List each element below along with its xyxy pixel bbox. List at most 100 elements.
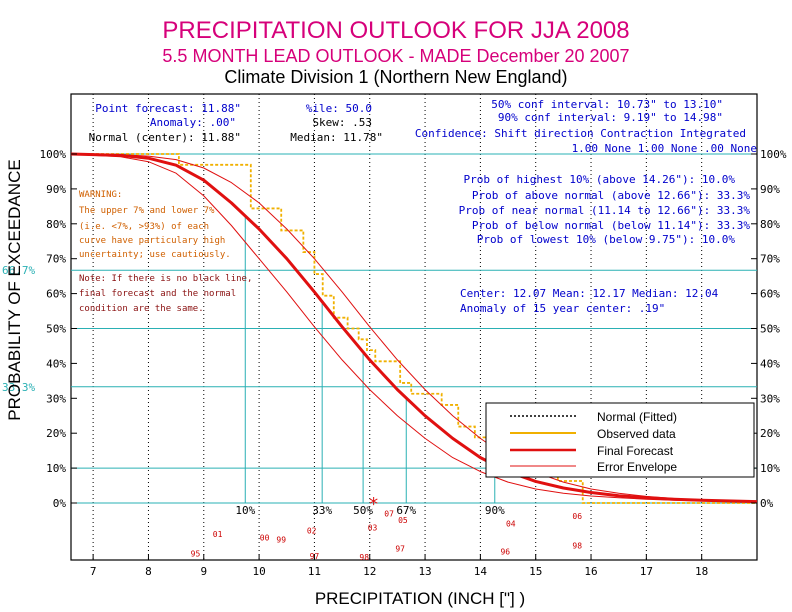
center-stats-block: Center: 12.07 Mean: 12.17 Median: 12.04 …	[460, 287, 719, 315]
year-label: 03	[368, 524, 378, 533]
y-tick-label-left: 50%	[46, 323, 66, 336]
stats-right-block: 50% conf interval: 10.73" to 13.10" 90% …	[415, 98, 757, 155]
error-envelope-lower	[70, 153, 758, 503]
year-label: 97	[395, 545, 405, 554]
year-label: 98	[572, 542, 582, 551]
year-label: 97	[310, 552, 320, 561]
year-label: 01	[213, 530, 223, 539]
legend-observed-label: Observed data	[597, 427, 676, 441]
anomaly-text: Anomaly: .00"	[150, 116, 236, 129]
note-line: Note: If there is no black line,	[79, 274, 252, 284]
year-label: 05	[398, 516, 408, 525]
year-label: 02	[307, 527, 317, 536]
y-tick-label-left: 90%	[46, 183, 66, 196]
percentile-text: %ile: 50.0	[306, 102, 372, 115]
year-label: 00	[260, 534, 270, 543]
legend-envelope-label: Error Envelope	[597, 460, 677, 474]
percentile-marker-label: 90%	[485, 504, 505, 517]
y-tick-label-right: 0%	[760, 497, 774, 510]
prob-lowest-10: Prob of lowest 10% (below 9.75"): 10.0%	[477, 233, 736, 246]
x-tick-label: 7	[90, 565, 97, 578]
confidence-header-text: Confidence: Shift direction Contraction …	[415, 127, 746, 140]
warning-line: uncertainty; use cautiously.	[79, 250, 231, 260]
y-tick-label-left: 40%	[46, 357, 66, 370]
warning-block: WARNING: The upper 7% and lower 7% (i.e.…	[79, 190, 231, 260]
x-tick-label: 12	[363, 565, 376, 578]
y-tick-label-left: 30%	[46, 392, 66, 405]
y-tick-label-right: 80%	[760, 218, 780, 231]
warning-line: The upper 7% and lower 7%	[79, 206, 215, 216]
skew-text: Skew: .53	[312, 116, 372, 129]
reference-label: 33.3%	[2, 381, 35, 394]
reference-label: 66.7%	[2, 264, 35, 277]
x-tick-label: 11	[308, 565, 321, 578]
percentile-marker-label: 10%	[235, 504, 255, 517]
y-tick-label-left: 0%	[53, 497, 67, 510]
axes-layer: 0% 0% 10% 10% 20% 20% 30% 30% 40% 40% 50% 50% 60% 60%…	[40, 148, 787, 578]
x-tick-label: 18	[695, 565, 708, 578]
legend-normal-label: Normal (Fitted)	[597, 410, 677, 424]
final-forecast-curve	[70, 152, 758, 504]
y-tick-label-left: 20%	[46, 427, 66, 440]
percentile-marker-label: 33%	[312, 504, 332, 517]
x-tick-label: 15	[529, 565, 542, 578]
y-axis-title: PROBABILITY OF EXCEEDANCE	[5, 159, 24, 420]
note-line: final forecast and the normal	[79, 289, 236, 299]
normal-center-text: Normal (center): 11.88"	[89, 131, 241, 144]
year-label: 07	[384, 510, 394, 519]
chart-title: PRECIPITATION OUTLOOK FOR JJA 2008	[162, 17, 629, 44]
year-label: 96	[500, 547, 510, 556]
error-envelope-upper	[70, 153, 758, 503]
y-tick-label-left: 60%	[46, 288, 66, 301]
chart-subtitle: 5.5 MONTH LEAD OUTLOOK - MADE December 2…	[162, 46, 629, 66]
percentile-marker-label: 50%	[353, 504, 373, 517]
legend-final-label: Final Forecast	[597, 444, 674, 458]
y-tick-label-left: 70%	[46, 253, 66, 266]
x-tick-label: 10	[252, 565, 265, 578]
x-tick-label: 16	[584, 565, 597, 578]
warning-line: (i.e. <7%, >93%) of each	[79, 222, 209, 232]
y-tick-label-left: 80%	[46, 218, 66, 231]
y-tick-label-right: 40%	[760, 357, 780, 370]
point-forecast-text: Point forecast: 11.88"	[95, 102, 241, 115]
prob-below-normal: Prob of below normal (below 11.14"): 33.…	[472, 219, 751, 232]
warning-line: curve have particulary high	[79, 236, 225, 246]
x-axis-title: PRECIPITATION (INCH ["] )	[315, 589, 525, 608]
percentile-marker-label: 67%	[396, 504, 416, 517]
division-label: Climate Division 1 (Northern New England…	[224, 67, 567, 87]
x-tick-label: 8	[145, 565, 152, 578]
conf-90-text: 90% conf interval: 9.19" to 14.98"	[498, 111, 723, 124]
y-tick-label-right: 60%	[760, 288, 780, 301]
curves-layer	[70, 152, 758, 504]
warning-line: WARNING:	[79, 190, 122, 200]
center-mean-median: Center: 12.07 Mean: 12.17 Median: 12.04	[460, 287, 719, 300]
median-text: Median: 11.78"	[290, 131, 383, 144]
y-tick-label-right: 30%	[760, 392, 780, 405]
y-tick-label-right: 100%	[760, 148, 787, 161]
y-tick-label-right: 20%	[760, 427, 780, 440]
year-label: 95	[191, 549, 201, 558]
year-label: 98	[359, 553, 369, 562]
probability-block: Prob of highest 10% (above 14.26"): 10.0…	[459, 173, 751, 246]
prob-near-normal: Prob of near normal (11.14 to 12.66"): 3…	[459, 204, 751, 217]
stats-left-block: Point forecast: 11.88" Anomaly: .00" Nor…	[89, 102, 241, 144]
note-line: condition are the same.	[79, 304, 204, 314]
point-forecast-marker: *	[369, 494, 378, 515]
prob-highest-10: Prob of highest 10% (above 14.26"): 10.0…	[463, 173, 735, 186]
y-tick-label-left: 100%	[40, 148, 67, 161]
year-label: 99	[276, 535, 286, 544]
x-tick-label: 13	[418, 565, 431, 578]
y-tick-label-right: 50%	[760, 323, 780, 336]
y-tick-label-right: 70%	[760, 253, 780, 266]
year-label: 06	[572, 512, 582, 521]
year-labels-layer: 95 01 00 99 02 97 98 03 07 05 97 96 04 06 98	[191, 510, 583, 562]
stats-mid-block: %ile: 50.0 Skew: .53 Median: 11.78"	[290, 102, 383, 144]
x-tick-label: 17	[640, 565, 653, 578]
confidence-values-text: 1.00 None 1.00 None .00 None	[572, 142, 757, 155]
y-tick-label-right: 90%	[760, 183, 780, 196]
note-block: Note: If there is no black line, final f…	[79, 274, 252, 314]
center-anomaly: Anomaly of 15 year center: .19"	[460, 302, 665, 315]
year-label: 04	[506, 519, 516, 528]
plot-frame	[70, 93, 758, 561]
